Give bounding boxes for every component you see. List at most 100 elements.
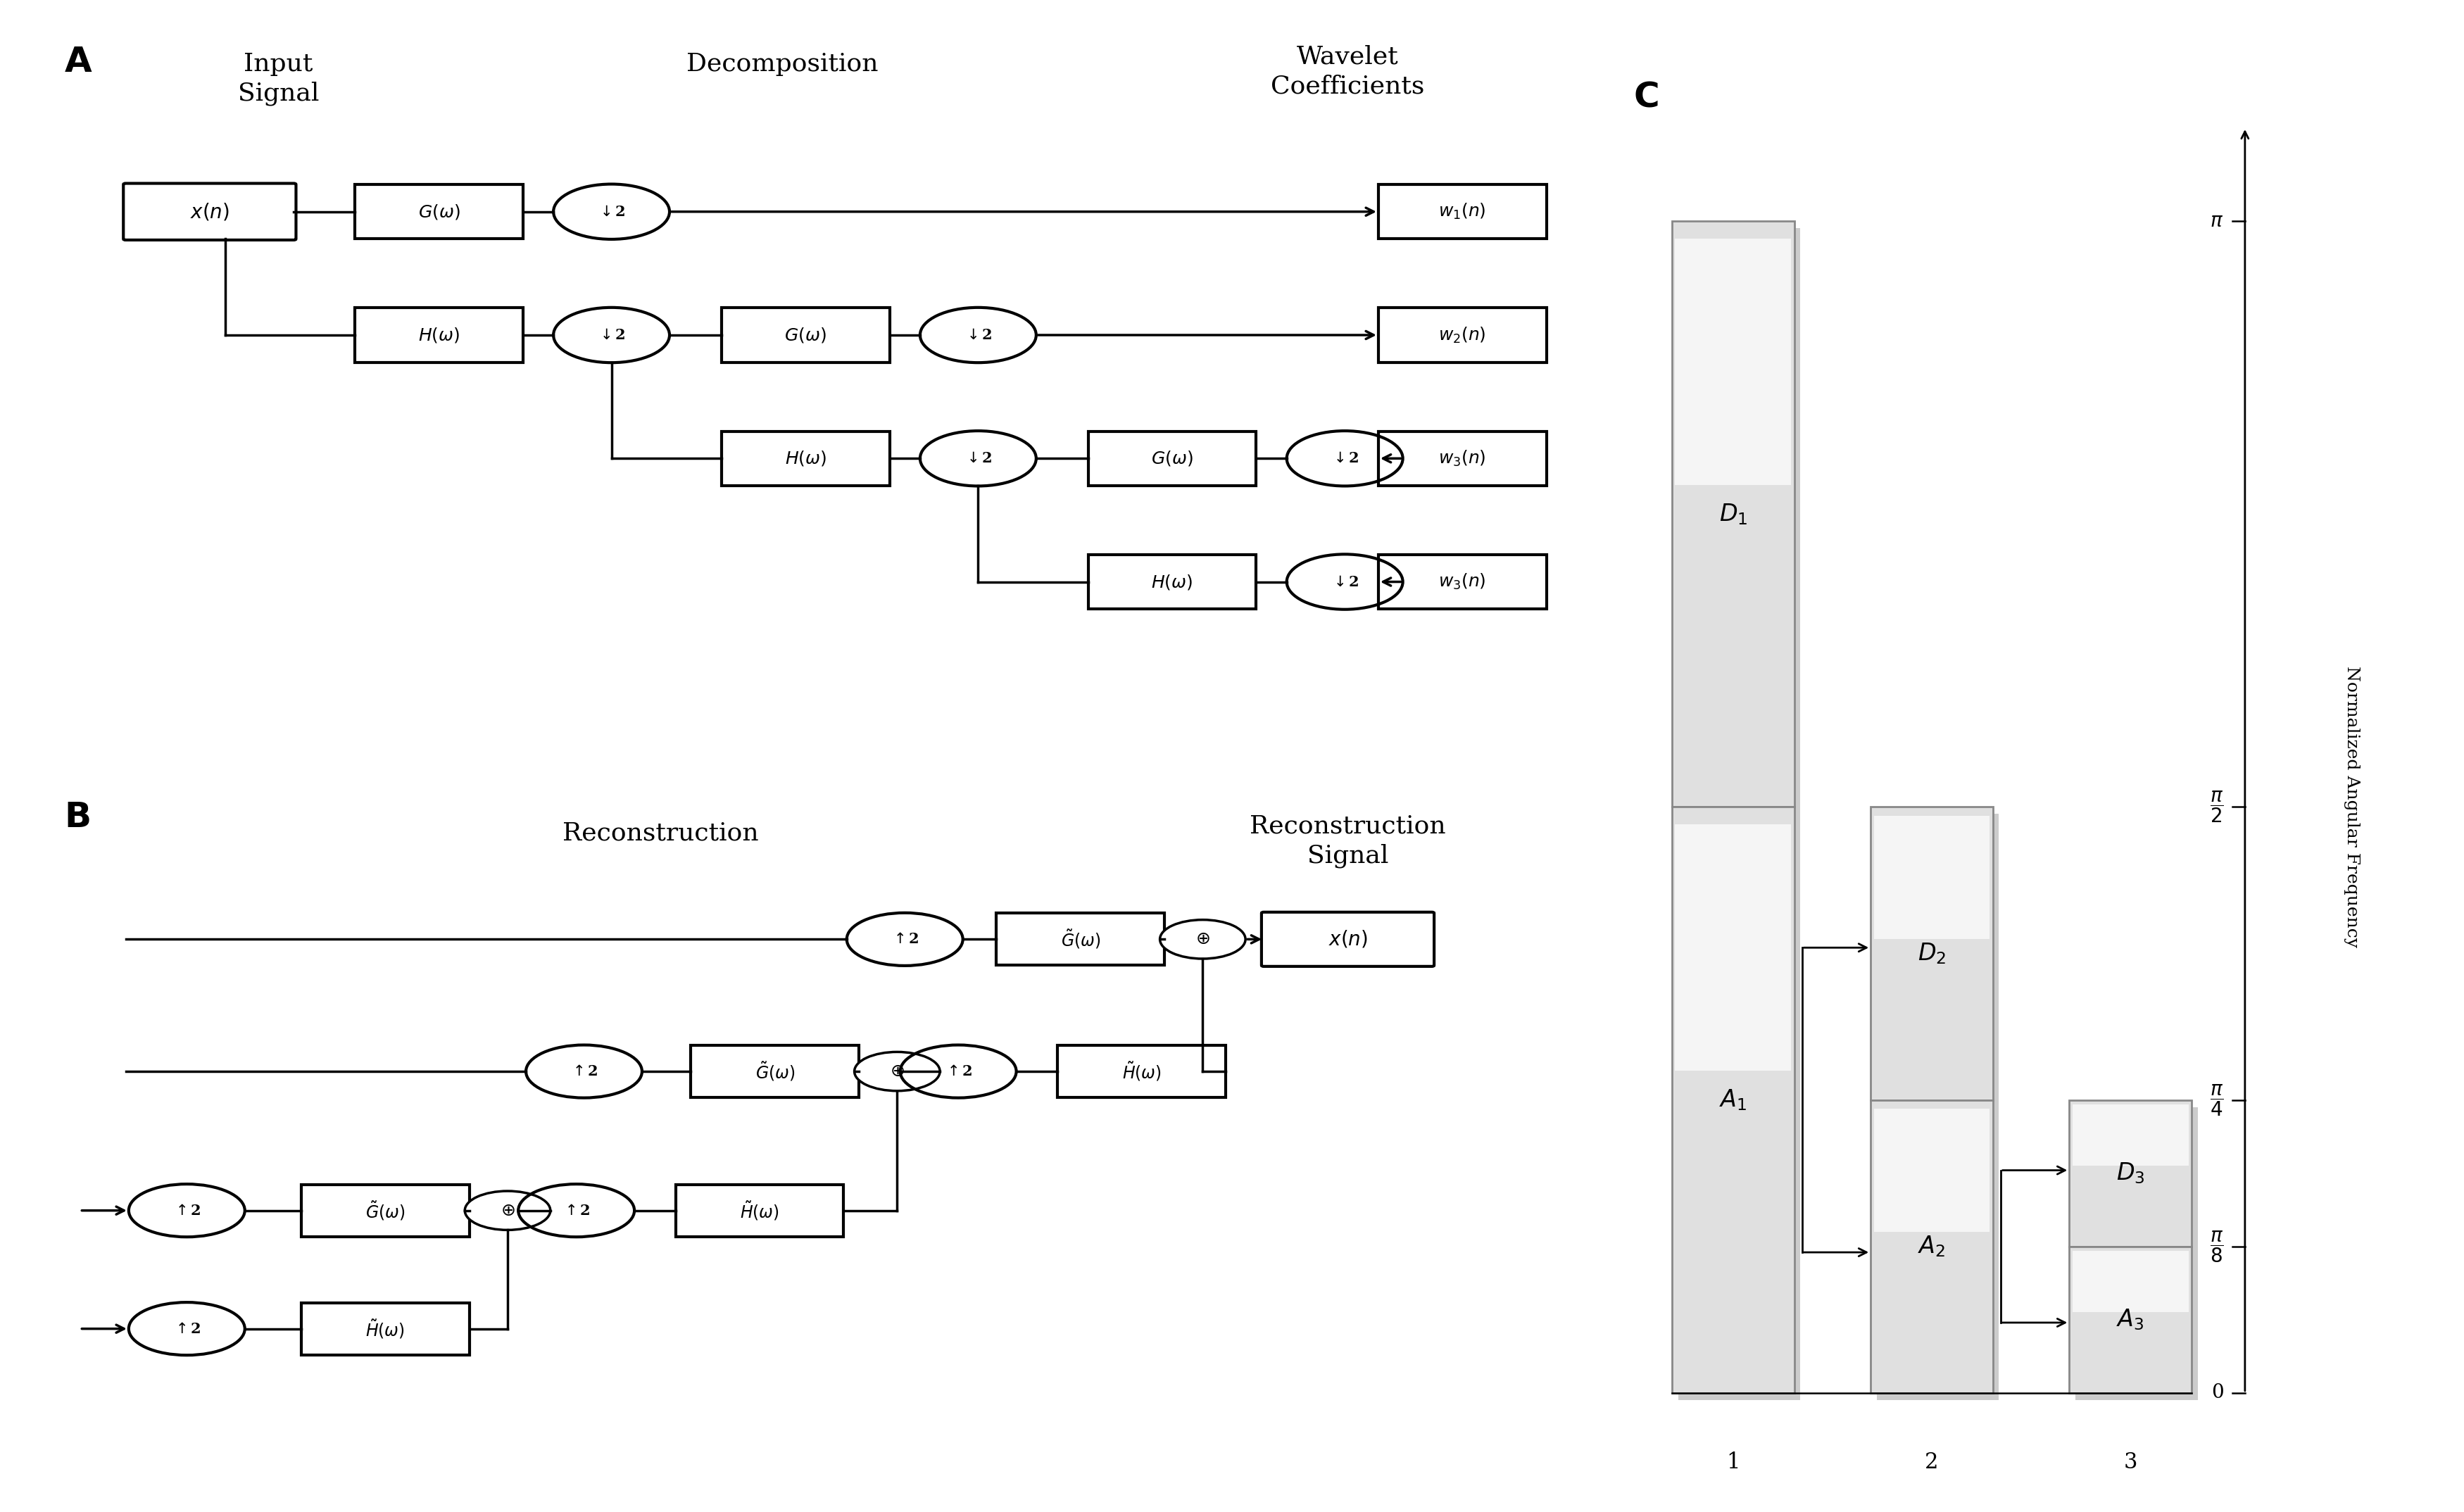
Text: $\pi$: $\pi$ — [2210, 212, 2223, 231]
FancyBboxPatch shape — [692, 1045, 860, 1098]
Text: $\downarrow$2: $\downarrow$2 — [1331, 452, 1360, 466]
Circle shape — [1286, 431, 1404, 487]
Text: $\tilde{G}(\omega)$: $\tilde{G}(\omega)$ — [754, 1060, 796, 1083]
Circle shape — [1286, 555, 1404, 609]
Text: $G(\omega)$: $G(\omega)$ — [784, 327, 825, 345]
Text: $D_1$: $D_1$ — [1720, 502, 1747, 526]
Circle shape — [527, 1045, 643, 1098]
Text: $x(n)$: $x(n)$ — [1328, 928, 1368, 950]
FancyBboxPatch shape — [126, 184, 296, 240]
Text: $w_3(n)$: $w_3(n)$ — [1439, 572, 1486, 591]
Bar — [1878, 813, 1998, 1107]
Text: $\dfrac{\pi}{4}$: $\dfrac{\pi}{4}$ — [2210, 1083, 2223, 1117]
Text: $\uparrow$2: $\uparrow$2 — [172, 1321, 202, 1335]
Text: 3: 3 — [2124, 1452, 2136, 1473]
FancyBboxPatch shape — [1380, 555, 1547, 609]
FancyBboxPatch shape — [722, 308, 890, 363]
Text: $\tilde{H}(\omega)$: $\tilde{H}(\omega)$ — [1121, 1060, 1161, 1083]
Circle shape — [1286, 555, 1402, 609]
FancyBboxPatch shape — [301, 1303, 471, 1355]
Text: C: C — [1634, 80, 1661, 115]
FancyBboxPatch shape — [1262, 912, 1434, 966]
Bar — [1673, 807, 1794, 1393]
Text: $\downarrow$2: $\downarrow$2 — [596, 328, 626, 342]
FancyBboxPatch shape — [690, 1045, 860, 1098]
Circle shape — [1161, 919, 1244, 959]
FancyBboxPatch shape — [355, 308, 522, 363]
FancyBboxPatch shape — [1380, 431, 1547, 485]
Circle shape — [520, 1184, 636, 1237]
Circle shape — [902, 1045, 1018, 1098]
Text: $w_3(n)$: $w_3(n)$ — [1439, 449, 1486, 469]
Text: $\downarrow$2: $\downarrow$2 — [963, 452, 993, 466]
Circle shape — [554, 308, 670, 363]
FancyBboxPatch shape — [1377, 184, 1547, 239]
Text: $\downarrow$2: $\downarrow$2 — [596, 204, 626, 219]
Text: $A_2$: $A_2$ — [1917, 1234, 1947, 1258]
Text: $\oplus$: $\oplus$ — [1195, 931, 1210, 948]
Bar — [1673, 221, 1794, 807]
Text: $D_2$: $D_2$ — [1917, 942, 1947, 966]
FancyBboxPatch shape — [1089, 431, 1257, 485]
Text: $\dfrac{\pi}{2}$: $\dfrac{\pi}{2}$ — [2210, 789, 2223, 824]
Bar — [2075, 1107, 2198, 1253]
Text: 0: 0 — [2210, 1383, 2223, 1403]
Text: $\uparrow$2: $\uparrow$2 — [569, 1064, 599, 1078]
Circle shape — [919, 431, 1037, 485]
Text: $\oplus$: $\oplus$ — [890, 1063, 904, 1080]
FancyBboxPatch shape — [1262, 913, 1434, 966]
Text: $H(\omega)$: $H(\omega)$ — [784, 449, 825, 467]
Bar — [1878, 1107, 1998, 1400]
Text: $A_1$: $A_1$ — [1720, 1087, 1747, 1113]
Circle shape — [128, 1184, 246, 1237]
Circle shape — [554, 184, 670, 239]
Text: Reconstruction: Reconstruction — [562, 821, 759, 845]
Circle shape — [848, 913, 963, 966]
FancyBboxPatch shape — [1377, 555, 1547, 609]
Circle shape — [554, 307, 670, 363]
FancyBboxPatch shape — [722, 431, 890, 485]
Text: 2: 2 — [1924, 1452, 1939, 1473]
Bar — [1676, 239, 1791, 485]
Text: $\oplus$: $\oplus$ — [500, 1202, 515, 1219]
Text: Reconstruction
Signal: Reconstruction Signal — [1249, 813, 1446, 868]
FancyBboxPatch shape — [722, 308, 890, 363]
FancyBboxPatch shape — [1089, 431, 1257, 485]
Text: $\tilde{H}(\omega)$: $\tilde{H}(\omega)$ — [365, 1317, 404, 1340]
Text: $H(\omega)$: $H(\omega)$ — [1151, 573, 1193, 591]
Text: $G(\omega)$: $G(\omega)$ — [419, 203, 461, 221]
Bar — [1870, 807, 1993, 1099]
Bar — [2072, 1104, 2188, 1166]
FancyBboxPatch shape — [123, 183, 296, 240]
Circle shape — [922, 431, 1037, 487]
Text: $A_3$: $A_3$ — [2117, 1308, 2144, 1332]
Text: B: B — [64, 800, 91, 835]
Text: $H(\omega)$: $H(\omega)$ — [419, 327, 461, 345]
Circle shape — [1286, 431, 1402, 485]
FancyBboxPatch shape — [1057, 1045, 1225, 1098]
FancyBboxPatch shape — [301, 1184, 468, 1237]
Text: $\dfrac{\pi}{8}$: $\dfrac{\pi}{8}$ — [2210, 1229, 2223, 1264]
Text: $\tilde{G}(\omega)$: $\tilde{G}(\omega)$ — [1060, 928, 1101, 951]
Text: $\tilde{G}(\omega)$: $\tilde{G}(\omega)$ — [365, 1199, 404, 1222]
Text: $G(\omega)$: $G(\omega)$ — [1151, 449, 1193, 467]
Bar — [2070, 1099, 2190, 1246]
Text: $\downarrow$2: $\downarrow$2 — [963, 328, 993, 342]
Circle shape — [525, 1045, 643, 1098]
Circle shape — [517, 1184, 633, 1237]
Bar — [1676, 824, 1791, 1070]
Circle shape — [128, 1184, 244, 1237]
Bar — [1873, 816, 1991, 939]
FancyBboxPatch shape — [301, 1184, 471, 1237]
Text: Decomposition: Decomposition — [687, 51, 880, 76]
FancyBboxPatch shape — [355, 308, 522, 363]
FancyBboxPatch shape — [1380, 308, 1547, 363]
FancyBboxPatch shape — [675, 1184, 843, 1237]
Bar — [1873, 1108, 1991, 1232]
Text: A: A — [64, 45, 91, 79]
Circle shape — [128, 1302, 244, 1355]
Circle shape — [466, 1191, 549, 1229]
Text: $D_3$: $D_3$ — [2117, 1161, 2144, 1185]
Bar — [1678, 813, 1801, 1400]
FancyBboxPatch shape — [355, 184, 522, 239]
